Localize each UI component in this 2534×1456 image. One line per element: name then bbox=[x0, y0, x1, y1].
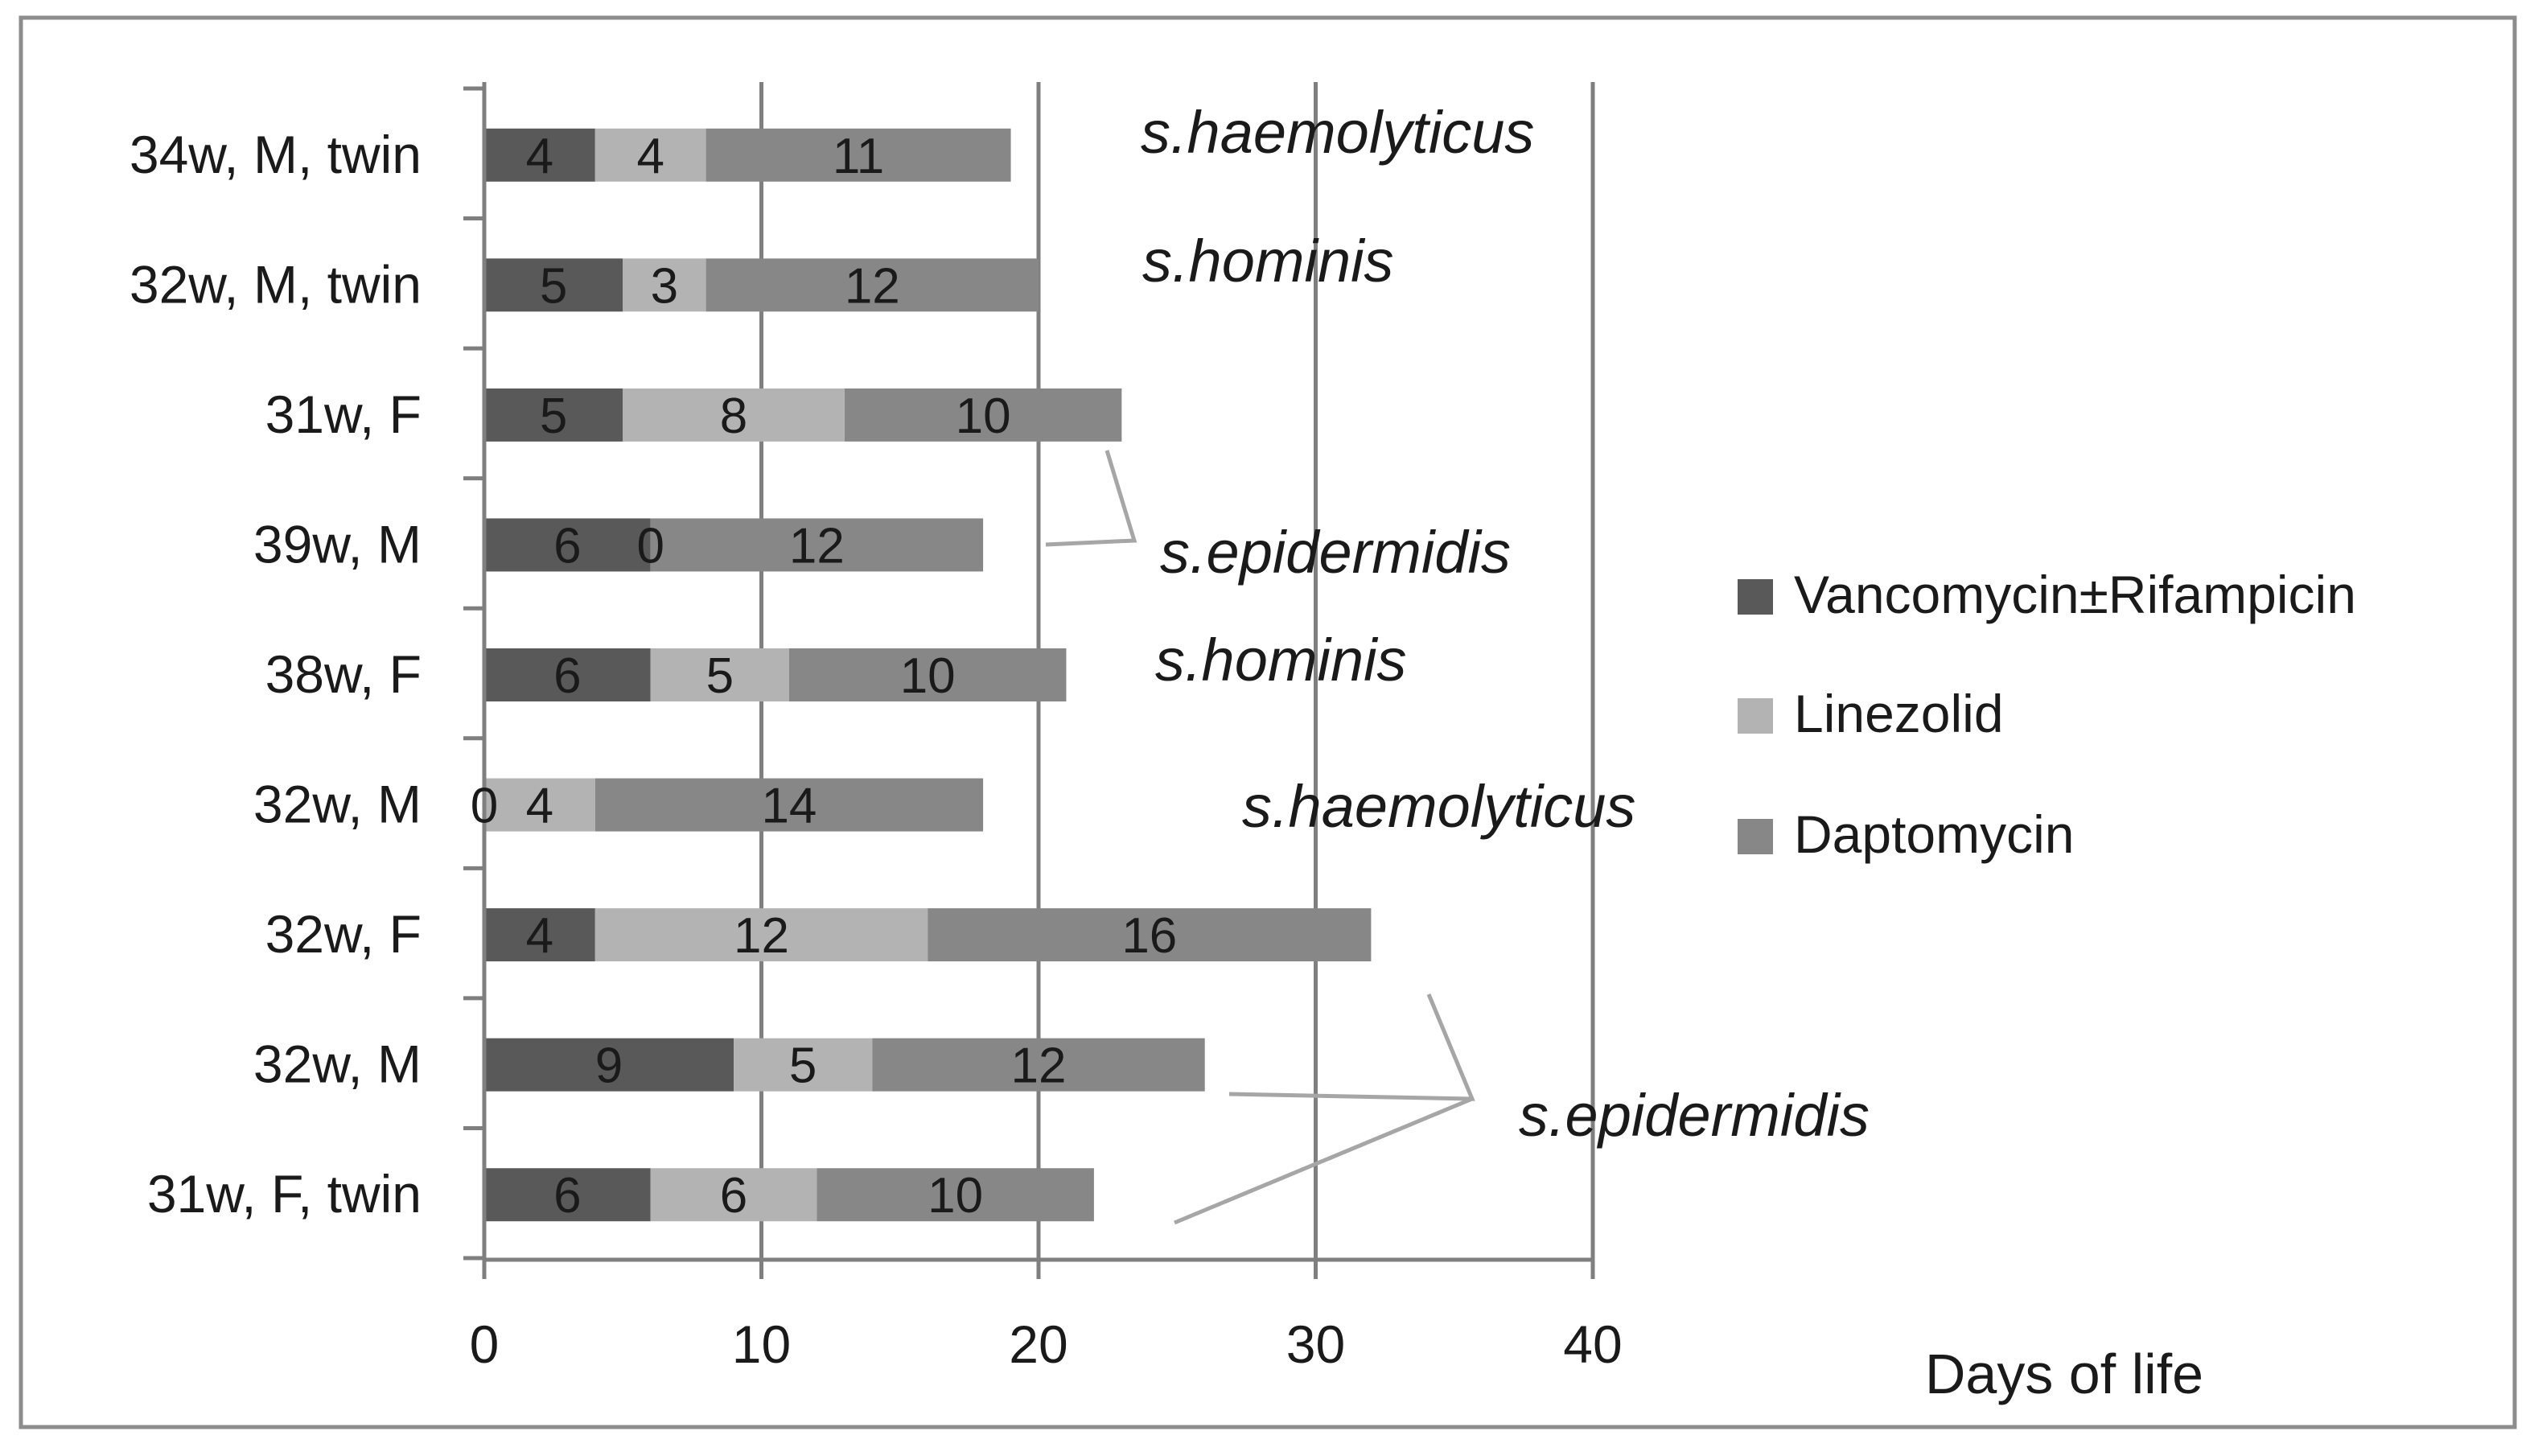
organism-annotation: s.haemolyticus bbox=[1242, 773, 1635, 840]
category-label: 39w, M bbox=[253, 514, 422, 574]
data-label: 6 bbox=[553, 518, 581, 574]
bar-segment bbox=[594, 778, 984, 832]
bar-segment bbox=[484, 1168, 651, 1222]
bar-segment bbox=[705, 128, 1011, 182]
data-label: 5 bbox=[789, 1039, 817, 1094]
data-label: 9 bbox=[595, 1039, 623, 1094]
bar-segment bbox=[623, 388, 845, 442]
legend-label: Vancomycin±Rifampicin bbox=[1794, 565, 2356, 624]
data-label: 4 bbox=[526, 129, 553, 184]
organism-annotation: s.hominis bbox=[1155, 627, 1407, 693]
bar-segment bbox=[650, 1168, 817, 1222]
label-layer: 4 4 115 3 125 8 106 0 126 5 100 4 144 12 169 5 126 6 1034w… bbox=[130, 125, 2203, 1405]
legend-label: Daptomycin bbox=[1794, 804, 2074, 864]
organism-annotation: s.epidermidis bbox=[1160, 519, 1511, 586]
x-axis-title: Days of life bbox=[1925, 1343, 2203, 1405]
axis-layer bbox=[463, 82, 1595, 1279]
data-label: 12 bbox=[734, 908, 789, 964]
bar-segment bbox=[650, 518, 984, 572]
bar-segment bbox=[484, 648, 651, 701]
annotation-bracket bbox=[1174, 993, 1475, 1225]
data-label: 3 bbox=[651, 258, 678, 314]
legend-swatch bbox=[1738, 579, 1773, 615]
legend-swatch bbox=[1738, 819, 1773, 854]
x-tick-label: 20 bbox=[1009, 1314, 1067, 1374]
bar-segment bbox=[872, 1038, 1205, 1092]
data-label: 12 bbox=[789, 518, 845, 574]
bar-segment bbox=[623, 258, 706, 312]
category-label: 38w, F bbox=[265, 644, 422, 704]
category-label: 32w, F bbox=[265, 904, 422, 964]
data-label: 0 bbox=[636, 518, 664, 574]
legend-label: Linezolid bbox=[1794, 684, 2004, 743]
bar-segment bbox=[484, 1038, 734, 1092]
organism-annotation: s.haemolyticus bbox=[1141, 99, 1534, 166]
legend-layer: Vancomycin±Rifampicin Linezolid Daptomycin bbox=[1738, 565, 2356, 864]
data-label: 16 bbox=[1121, 908, 1177, 964]
x-tick-label: 30 bbox=[1286, 1314, 1345, 1374]
bar-segment bbox=[594, 908, 928, 962]
bar-segment bbox=[594, 128, 706, 182]
organism-annotation: s.hominis bbox=[1142, 228, 1394, 294]
data-label: 11 bbox=[833, 129, 884, 184]
data-label: 10 bbox=[900, 648, 956, 704]
bar-segment bbox=[844, 388, 1122, 442]
category-label: 31w, F, twin bbox=[147, 1164, 422, 1224]
data-label: 10 bbox=[956, 389, 1011, 444]
data-label: 6 bbox=[553, 1168, 581, 1224]
bar-segment bbox=[484, 908, 595, 962]
data-label: 4 bbox=[636, 129, 664, 184]
bar-segment bbox=[484, 128, 595, 182]
bar-segment bbox=[484, 518, 651, 572]
data-label: 5 bbox=[540, 389, 567, 444]
data-label: 14 bbox=[761, 779, 817, 834]
data-label: 8 bbox=[720, 389, 747, 444]
annotation-bracket bbox=[1045, 450, 1137, 547]
bar-segment bbox=[705, 258, 1039, 312]
organism-annotation: s.epidermidis bbox=[1519, 1082, 1870, 1149]
category-label: 32w, M bbox=[253, 1034, 422, 1094]
bar-segment bbox=[788, 648, 1067, 701]
data-label: 12 bbox=[1011, 1039, 1067, 1094]
data-label: 10 bbox=[928, 1168, 983, 1224]
legend-swatch bbox=[1738, 698, 1773, 734]
category-label: 32w, M bbox=[253, 775, 422, 834]
x-tick-label: 10 bbox=[732, 1314, 791, 1374]
category-label: 31w, F bbox=[265, 385, 422, 444]
bar-segment bbox=[817, 1168, 1094, 1222]
bar-segment bbox=[484, 778, 595, 832]
bar-segment bbox=[928, 908, 1372, 962]
data-label: 6 bbox=[553, 648, 581, 704]
data-label: 5 bbox=[540, 258, 567, 314]
bar-layer bbox=[484, 128, 1372, 1222]
chart-border bbox=[19, 15, 2517, 1429]
x-tick-label: 0 bbox=[470, 1314, 500, 1374]
data-label: 4 bbox=[526, 908, 553, 964]
data-label: 5 bbox=[706, 648, 734, 704]
data-label: 6 bbox=[720, 1168, 747, 1224]
bar-segment bbox=[484, 258, 623, 312]
category-label: 34w, M, twin bbox=[130, 125, 422, 184]
data-label: 4 bbox=[526, 779, 553, 834]
x-tick-label: 40 bbox=[1563, 1314, 1622, 1374]
bar-segment bbox=[484, 388, 623, 442]
bar-segment bbox=[734, 1038, 873, 1092]
annotation-layer: s.haemolyticus s.hominis s.epidermidis s.ho… bbox=[1045, 99, 1870, 1225]
data-label: 12 bbox=[845, 258, 900, 314]
category-label: 32w, M, twin bbox=[130, 254, 422, 314]
data-label: 0 bbox=[471, 779, 498, 834]
bar-segment bbox=[650, 648, 789, 701]
